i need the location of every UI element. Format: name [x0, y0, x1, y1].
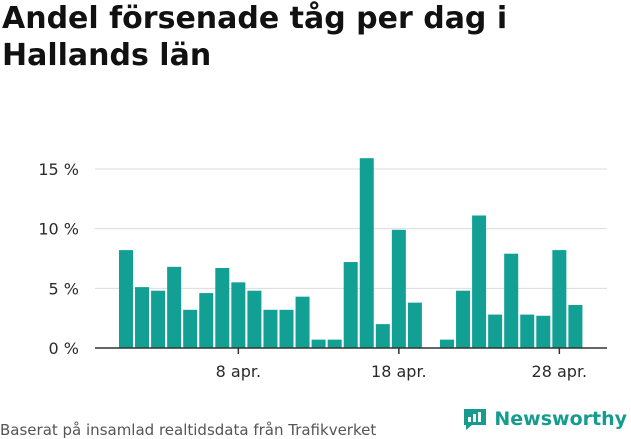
bars	[119, 158, 583, 349]
brand-name: Newsworthy	[494, 408, 627, 430]
bar-day-10[interactable]	[263, 309, 278, 348]
bar-day-17[interactable]	[375, 324, 390, 349]
newsworthy-logo[interactable]: Newsworthy	[462, 407, 627, 431]
bar-day-9[interactable]	[247, 290, 262, 348]
tick-labels: 0 % 5 % 10 % 15 % 8 apr. 18 apr. 28 apr.	[38, 160, 587, 381]
bar-day-16[interactable]	[359, 158, 374, 348]
bar-day-5[interactable]	[183, 309, 198, 348]
x-tick-label-8: 8 apr.	[216, 362, 261, 381]
chart-title: Andel försenade tåg per dag i Hallands l…	[2, 1, 508, 73]
bar-day-28[interactable]	[552, 250, 567, 348]
bar-day-11[interactable]	[279, 309, 294, 348]
bar-day-29[interactable]	[568, 305, 583, 348]
bar-day-24[interactable]	[488, 314, 503, 348]
bar-day-13[interactable]	[311, 339, 326, 348]
bar-day-4[interactable]	[167, 266, 182, 348]
bar-day-21[interactable]	[440, 339, 454, 348]
chart-logo-icon	[464, 409, 487, 430]
bar-day-15[interactable]	[343, 262, 358, 348]
y-tick-label-5: 5 %	[49, 279, 79, 298]
bar-day-7[interactable]	[215, 268, 230, 348]
x-tick-label-18: 18 apr.	[371, 362, 427, 381]
bar-day-18[interactable]	[391, 229, 406, 348]
bar-day-22[interactable]	[456, 290, 471, 348]
bar-day-2[interactable]	[135, 287, 150, 348]
bar-day-6[interactable]	[199, 293, 214, 348]
bar-day-1[interactable]	[119, 250, 133, 348]
bar-day-8[interactable]	[231, 282, 246, 348]
bar-day-12[interactable]	[295, 296, 310, 348]
bar-day-26[interactable]	[520, 314, 535, 348]
x-tick-label-28: 28 apr.	[532, 362, 588, 381]
axes	[95, 347, 607, 354]
bar-day-14[interactable]	[327, 339, 342, 348]
bar-chart: 0 % 5 % 10 % 15 % 8 apr. 18 apr. 28 apr.	[38, 158, 607, 381]
y-tick-label-15: 15 %	[38, 160, 79, 179]
y-tick-label-0: 0 %	[49, 339, 79, 358]
bar-day-23[interactable]	[472, 215, 487, 348]
bar-day-25[interactable]	[504, 253, 519, 348]
bar-day-3[interactable]	[151, 290, 166, 348]
source-note: Baserat på insamlad realtidsdata från Tr…	[0, 421, 377, 439]
bar-day-19[interactable]	[407, 302, 422, 348]
bar-day-27[interactable]	[536, 315, 551, 348]
y-tick-label-10: 10 %	[38, 220, 79, 239]
